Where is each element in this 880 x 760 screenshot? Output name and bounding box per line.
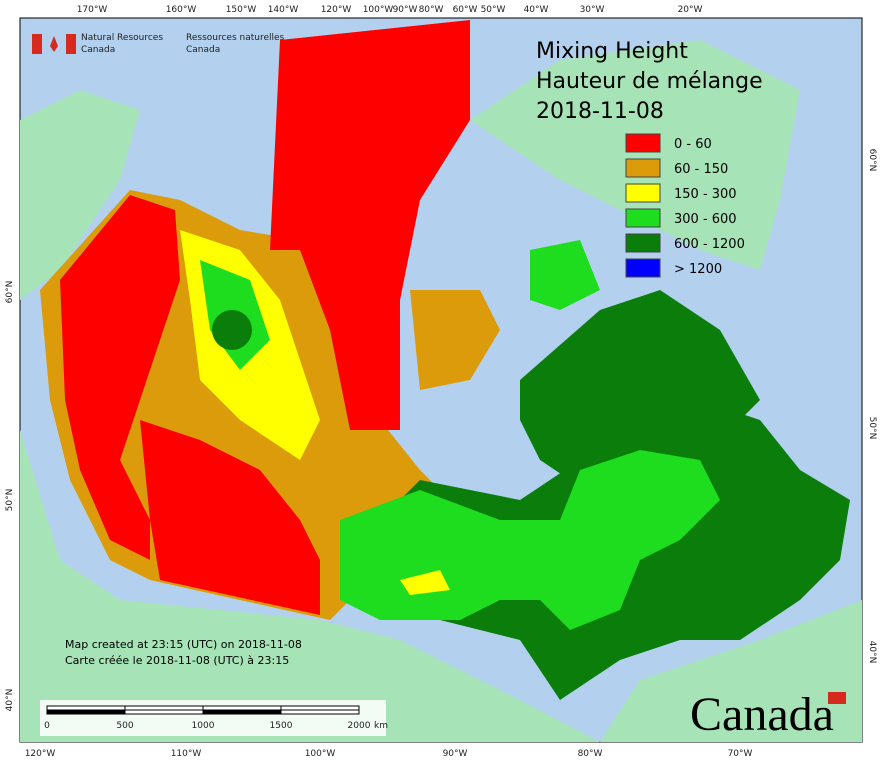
scale-seg	[280, 709, 360, 715]
lon-label-top: 60°W	[453, 5, 478, 15]
lat-label-left: 40°N	[5, 689, 15, 712]
lat-label-left: 50°N	[5, 489, 15, 512]
scale-bar: 0 500 1000 1500 2000 km	[40, 700, 388, 736]
scale-seg	[202, 709, 282, 715]
agency-en: Natural Resources Canada	[81, 33, 163, 55]
lon-label-top: 50°W	[481, 5, 506, 15]
legend-label: 600 - 1200	[674, 237, 745, 252]
legend-swatch	[625, 208, 661, 228]
graticule-labels: 170°W 160°W 150°W 140°W 120°W 100°W 90°W 80°W 60…	[5, 5, 877, 759]
scale-label: 1500	[270, 721, 293, 731]
scale-seg	[124, 705, 204, 711]
land	[20, 40, 862, 742]
lon-label-top: 30°W	[580, 5, 605, 15]
scale-seg	[202, 705, 282, 711]
lon-label-bottom: 100°W	[305, 749, 336, 759]
lon-label-top: 20°W	[678, 5, 703, 15]
scale-label: 2000	[348, 721, 371, 731]
agency-fr: Ressources naturelles Canada	[186, 33, 285, 55]
lon-label-top: 40°W	[524, 5, 549, 15]
title: Mixing Height	[536, 39, 688, 64]
legend-label: 150 - 300	[674, 187, 737, 202]
legend-swatch	[625, 258, 661, 278]
scale-seg	[280, 705, 360, 711]
lon-label-top: 150°W	[226, 5, 257, 15]
scale-label: 500	[116, 721, 133, 731]
legend-swatch	[625, 183, 661, 203]
legend-label: 0 - 60	[674, 137, 712, 152]
legend-label: > 1200	[674, 262, 722, 277]
lon-label-top: 80°W	[419, 5, 444, 15]
lon-label-top: 120°W	[321, 5, 352, 15]
scale-seg	[46, 709, 126, 715]
created-en: Map created at 23:15 (UTC) on 2018-11-08	[65, 638, 302, 651]
wordmark: Canada	[690, 688, 834, 741]
lat-label-right: 40°N	[867, 641, 877, 664]
lon-label-bottom: 70°W	[728, 749, 753, 759]
lon-label-bottom: 110°W	[171, 749, 202, 759]
legend-label: 60 - 150	[674, 162, 728, 177]
scale-label: 0	[44, 721, 50, 731]
created-fr: Carte créée le 2018-11-08 (UTC) à 23:15	[65, 654, 289, 667]
height-zones	[40, 20, 850, 700]
lon-label-bottom: 120°W	[25, 749, 56, 759]
legend-label: 300 - 600	[674, 212, 737, 227]
lon-label-top: 90°W	[393, 5, 418, 15]
lat-label-right: 50°N	[867, 417, 877, 440]
lat-label-right: 60°N	[867, 149, 877, 172]
scale-unit: km	[374, 721, 388, 731]
lon-label-bottom: 80°W	[578, 749, 603, 759]
date: 2018-11-08	[536, 99, 664, 124]
legend: 0 - 60 60 - 150 150 - 300 300 - 600 600 - 12…	[625, 133, 745, 278]
lon-label-top: 160°W	[166, 5, 197, 15]
flag	[828, 692, 846, 704]
lon-label-bottom: 90°W	[443, 749, 468, 759]
lat-label-left: 60°N	[5, 281, 15, 304]
scale-seg	[124, 709, 204, 715]
lon-label-top: 100°W	[363, 5, 394, 15]
scale-label: 1000	[192, 721, 215, 731]
subtitle: Hauteur de mélange	[536, 69, 763, 94]
lon-label-top: 140°W	[268, 5, 299, 15]
legend-swatch	[625, 158, 661, 178]
legend-swatch	[625, 133, 661, 153]
lon-label-top: 170°W	[77, 5, 108, 15]
legend-swatch	[625, 233, 661, 253]
branding: Natural Resources Canada Ressources natur…	[32, 33, 285, 55]
scale-seg	[46, 705, 126, 711]
